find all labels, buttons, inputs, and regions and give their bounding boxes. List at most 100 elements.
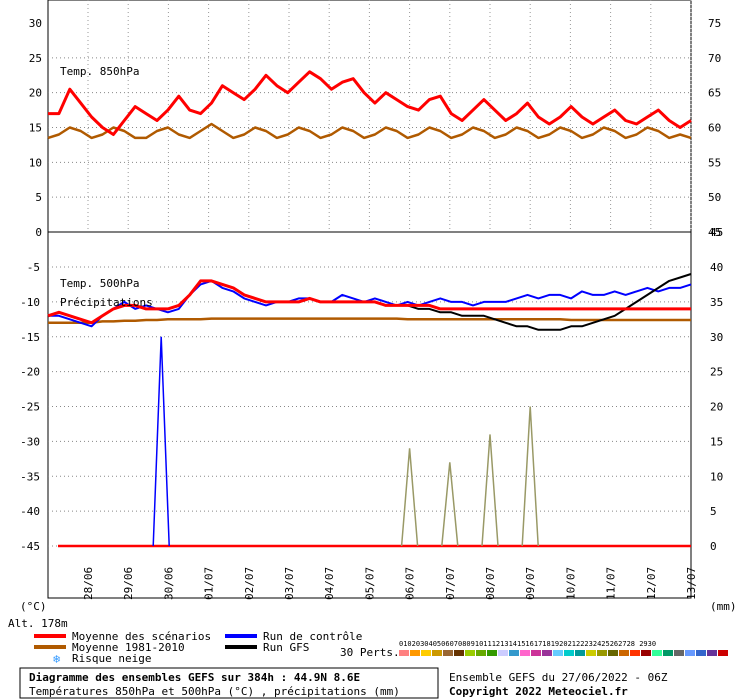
footer-copyright: Copyright 2022 Meteociel.fr xyxy=(449,685,628,698)
pert-swatch xyxy=(608,650,618,656)
right-unit-label: (mm) xyxy=(710,600,737,613)
tick-label-500-right: 5 xyxy=(710,505,717,518)
tick-label-500-left: -25 xyxy=(20,401,40,414)
pert-swatch xyxy=(630,650,640,656)
tick-label-500-left: -10 xyxy=(20,296,40,309)
pert-swatch xyxy=(586,650,596,656)
pert-swatch xyxy=(443,650,453,656)
pert-swatch xyxy=(663,650,673,656)
panel-850hpa-right-axis: 45 50 55 60 65 70 75 xyxy=(708,17,721,239)
footer: Diagramme des ensembles GEFS sur 384h : … xyxy=(19,667,668,699)
tick-label-500-left: -30 xyxy=(20,435,40,448)
tick-label-850-right: 75 xyxy=(708,17,721,30)
legend-label-snow: Risque neige xyxy=(72,652,151,665)
tick-label-500-right: 45 xyxy=(710,226,723,239)
tick-label-850-left: 15 xyxy=(29,122,42,135)
panel-500hpa-frame xyxy=(47,231,692,599)
x-tick-label: 10/07 xyxy=(564,567,577,600)
x-tick-label: 30/06 xyxy=(162,567,175,600)
x-tick-label: 11/07 xyxy=(605,567,618,600)
x-tick-label: 08/07 xyxy=(484,567,497,600)
tick-label-850-right: 55 xyxy=(708,156,721,169)
perts-color-swatches xyxy=(399,650,728,656)
x-tick-label: 02/07 xyxy=(243,567,256,600)
panel-500hpa-left-axis: -5 -10 -15 -20 -25 -30 -35 -40 -45 xyxy=(20,261,40,553)
tick-label-850-right: 65 xyxy=(708,87,721,100)
legend-label-mean: Moyenne des scénarios xyxy=(72,630,211,643)
pert-swatch xyxy=(619,650,629,656)
pert-swatch xyxy=(399,650,409,656)
tick-label-500-left: -40 xyxy=(20,505,40,518)
x-tick-label: 03/07 xyxy=(283,567,296,600)
tick-label-500-left: -35 xyxy=(20,470,40,483)
footer-subtitle: Températures 850hPa et 500hPa (°C) , pré… xyxy=(29,685,400,698)
precip-peak xyxy=(441,462,459,547)
tick-label-500-left: -15 xyxy=(20,331,40,344)
altitude-label: Alt. 178m xyxy=(8,617,68,630)
panel-850hpa-left-axis: 0 5 10 15 20 25 30 xyxy=(29,17,42,239)
x-tick-label: 05/07 xyxy=(363,567,376,600)
tick-label-500-right: 30 xyxy=(710,331,723,344)
pert-swatch xyxy=(410,650,420,656)
pert-swatch xyxy=(531,650,541,656)
footer-box xyxy=(19,667,439,699)
pert-swatch xyxy=(487,650,497,656)
tick-label-850-left: 0 xyxy=(35,226,42,239)
panel-500hpa-subtitle: Précipitations xyxy=(60,296,153,309)
tick-label-500-right: 20 xyxy=(710,401,723,414)
pert-swatch xyxy=(509,650,519,656)
x-tick-label: 28/06 xyxy=(82,567,95,600)
panel-850hpa-title: Temp. 850hPa xyxy=(60,65,139,78)
x-tick-label: 07/07 xyxy=(444,567,457,600)
pert-swatch xyxy=(498,650,508,656)
pert-swatch xyxy=(564,650,574,656)
footer-title: Diagramme des ensembles GEFS sur 384h : … xyxy=(29,671,360,684)
legend-label-climatology: Moyenne 1981-2010 xyxy=(72,641,185,654)
x-tick-label: 13/07 xyxy=(685,567,698,600)
series-mean-850 xyxy=(48,70,692,136)
precip-peak xyxy=(521,406,539,547)
pert-swatch xyxy=(597,650,607,656)
x-tick-label: 12/07 xyxy=(645,567,658,600)
series-climatology-850 xyxy=(47,122,692,140)
pert-swatch xyxy=(432,650,442,656)
pert-swatch xyxy=(542,650,552,656)
precip-peak xyxy=(481,434,499,547)
precipitation-series xyxy=(58,336,691,548)
pert-swatch xyxy=(674,650,684,656)
tick-label-850-left: 5 xyxy=(35,191,42,204)
left-unit-label: (°C) xyxy=(20,600,47,613)
pert-swatch xyxy=(575,650,585,656)
x-tick-label: 06/07 xyxy=(404,567,417,600)
x-tick-label: 29/06 xyxy=(122,567,135,600)
legend-label-control: Run de contrôle xyxy=(263,630,362,643)
tick-label-850-left: 25 xyxy=(29,52,42,65)
legend-label-gfs: Run GFS xyxy=(263,641,309,654)
x-axis-dates: 28/06 29/06 30/06 01/07 02/07 03/07 04/07 05/07… xyxy=(82,567,698,600)
panel-500hpa-title: Temp. 500hPa xyxy=(60,277,139,290)
panel-850hpa-series xyxy=(47,70,692,140)
pert-swatch xyxy=(553,650,563,656)
tick-label-850-right: 70 xyxy=(708,52,721,65)
pert-swatch xyxy=(707,650,717,656)
tick-label-850-right: 45 xyxy=(708,226,721,239)
tick-label-500-left: -45 xyxy=(20,540,40,553)
pert-swatch xyxy=(652,650,662,656)
panel-500hpa-series xyxy=(47,273,692,331)
perts-label: 30 Perts. xyxy=(340,646,400,659)
precip-peak xyxy=(400,448,419,547)
tick-label-500-right: 40 xyxy=(710,261,723,274)
pert-swatch xyxy=(641,650,651,656)
pert-swatch xyxy=(696,650,706,656)
footer-run-info: Ensemble GEFS du 27/06/2022 - 06Z xyxy=(449,671,668,684)
pert-swatch xyxy=(421,650,431,656)
tick-label-500-left: -20 xyxy=(20,366,40,379)
tick-label-850-left: 20 xyxy=(29,87,42,100)
legend: Moyenne des scénarios Run de contrôle Mo… xyxy=(34,630,728,666)
x-tick-label: 04/07 xyxy=(323,567,336,600)
pert-swatch xyxy=(718,650,728,656)
tick-label-850-left: 10 xyxy=(29,156,42,169)
tick-label-500-right: 25 xyxy=(710,366,723,379)
